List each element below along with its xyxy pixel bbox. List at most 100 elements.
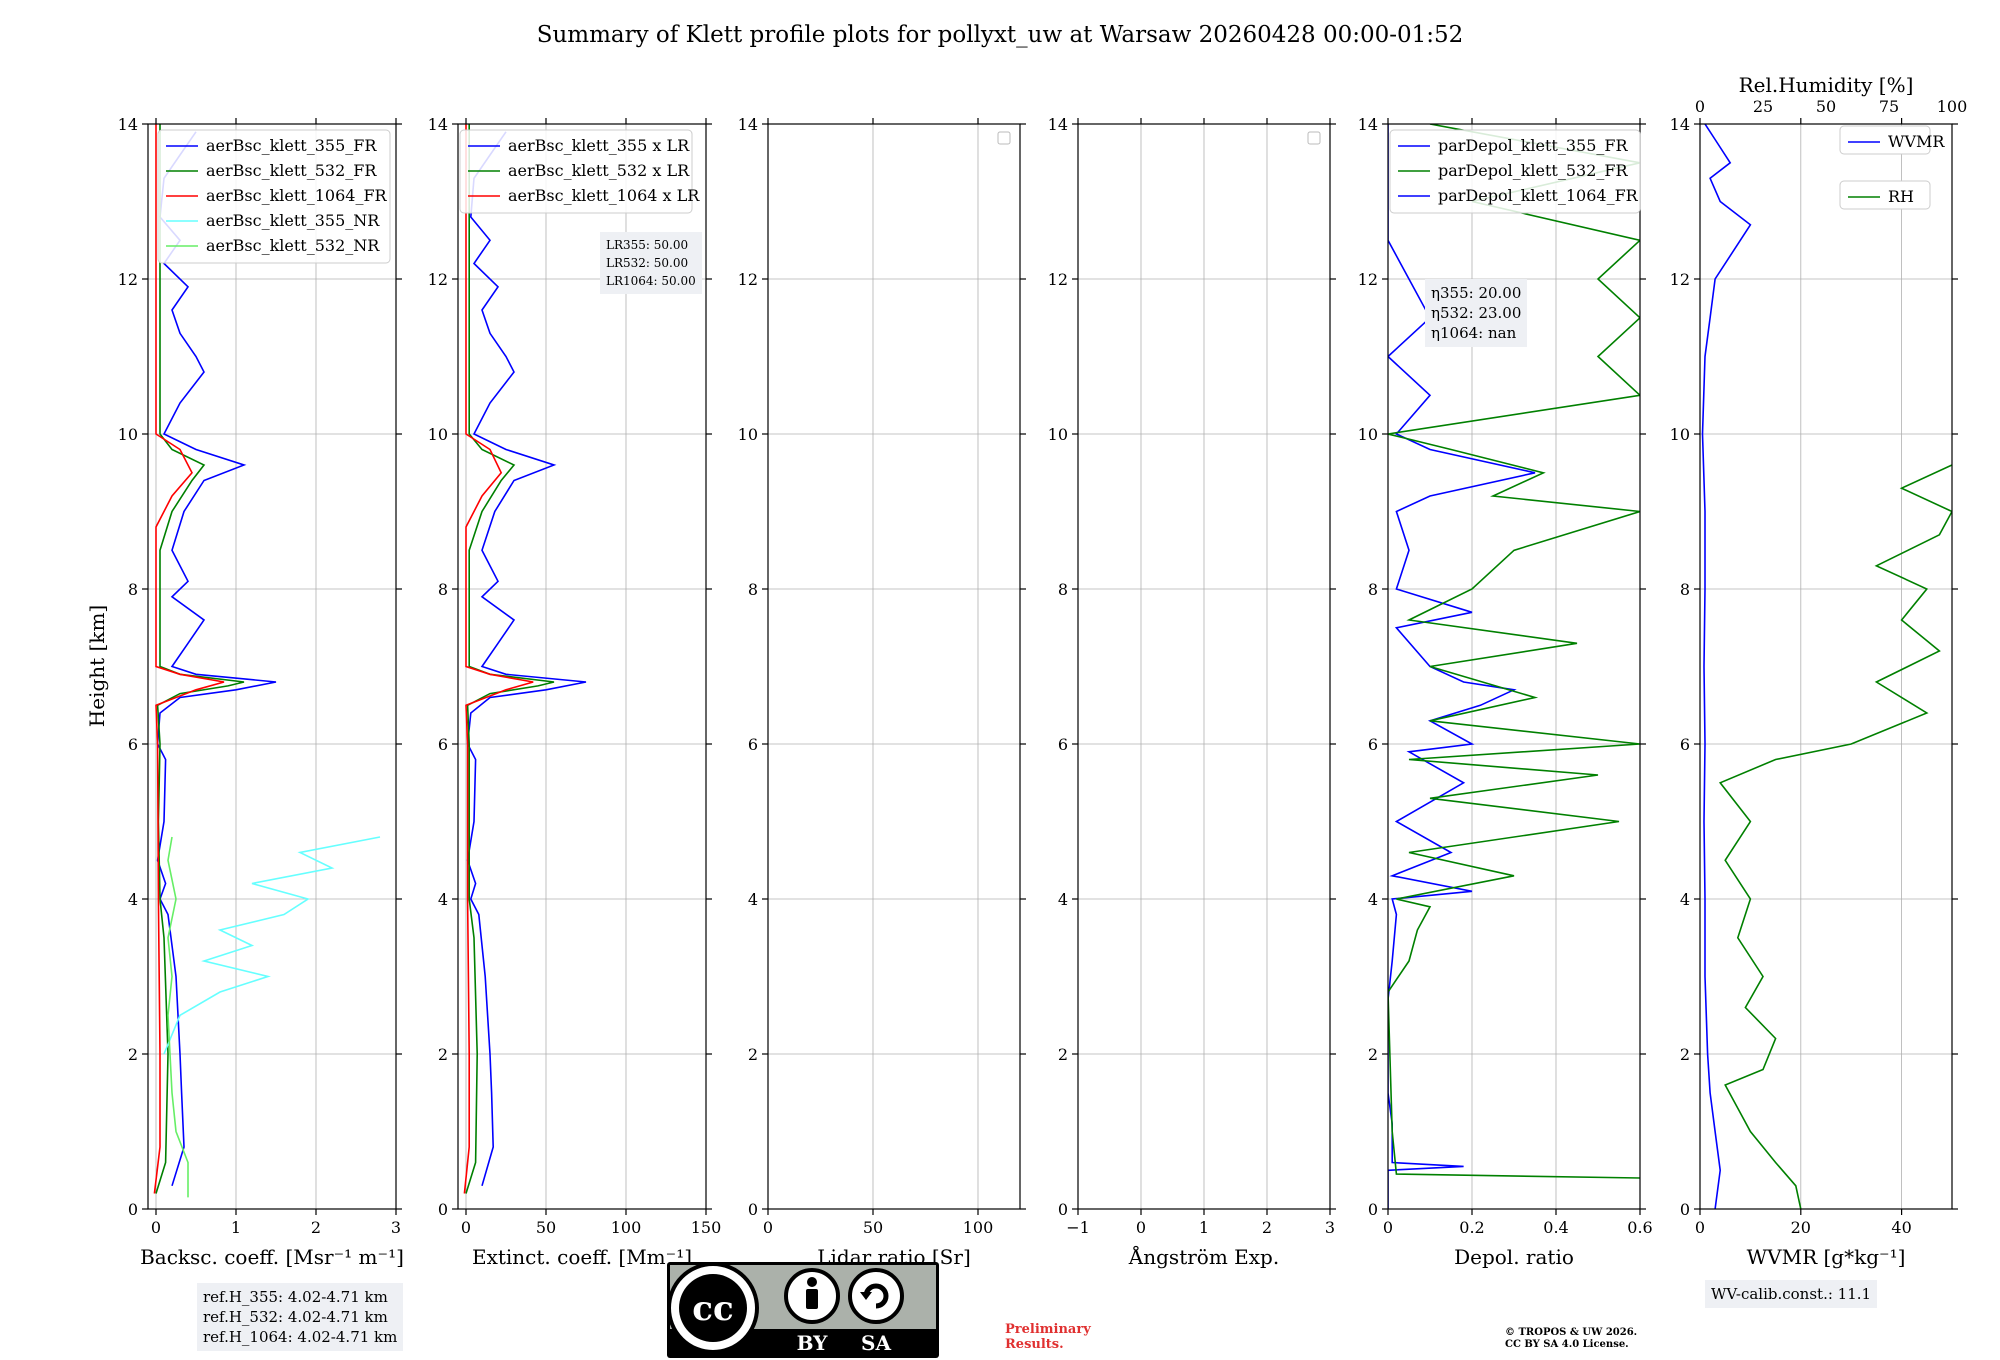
xtick-label: 1 xyxy=(231,1218,241,1237)
plot-frame xyxy=(457,123,707,1210)
xtick-label: 3 xyxy=(1325,1218,1335,1237)
ytick-label: 6 xyxy=(128,735,138,754)
refh-532: ref.H_532: 4.02-4.71 km xyxy=(203,1308,388,1326)
ytick-label: 12 xyxy=(1048,270,1068,289)
ytick-label: 6 xyxy=(1680,735,1690,754)
refh-355: ref.H_355: 4.02-4.71 km xyxy=(203,1288,388,1306)
ytick-label: 8 xyxy=(1680,580,1690,599)
eta-box: η355: 20.00 η532: 23.00 η1064: nan xyxy=(1425,279,1528,347)
legend-label: parDepol_klett_355_FR xyxy=(1438,136,1629,155)
ytick-label: 6 xyxy=(1058,735,1068,754)
plot-frame xyxy=(1699,123,1953,1210)
sa-share-alike-icon xyxy=(848,1268,904,1324)
ytick-label: 14 xyxy=(1358,115,1378,134)
xtick-label: 2 xyxy=(1262,1218,1272,1237)
lr-355: LR355: 50.00 xyxy=(606,238,689,252)
preliminary-line-2: Results. xyxy=(1005,1337,1064,1352)
ytick-label: 14 xyxy=(1048,115,1068,134)
legend-box xyxy=(1839,180,1931,210)
ytick-label: 0 xyxy=(1680,1200,1690,1219)
legend-label: parDepol_klett_532_FR xyxy=(1438,161,1629,180)
wv-calibration-box: WV-calib.const.: 11.1 xyxy=(1705,1280,1878,1308)
series-aerBsc_klett_355 x LR xyxy=(466,131,587,1187)
plot-frame xyxy=(1387,123,1641,1210)
legend-label: parDepol_klett_1064_FR xyxy=(1438,186,1639,205)
ytick-label: 0 xyxy=(128,1200,138,1219)
legend-box xyxy=(157,129,391,264)
x-axis-label: Depol. ratio xyxy=(1454,1245,1574,1269)
xtick-label: 100 xyxy=(611,1218,642,1237)
ytick-label: 12 xyxy=(118,270,138,289)
xtick-label: 150 xyxy=(691,1218,722,1237)
xtick-label: 0.6 xyxy=(1627,1218,1652,1237)
legend-label: aerBsc_klett_355 x LR xyxy=(508,136,690,155)
ytick-label: 14 xyxy=(428,115,448,134)
ytick-label: 4 xyxy=(438,890,448,909)
eta-532: η532: 23.00 xyxy=(1431,304,1522,322)
legend-box xyxy=(1389,129,1641,214)
ytick-label: 4 xyxy=(128,890,138,909)
xtick-label: 0 xyxy=(461,1218,471,1237)
preliminary-line-1: Preliminary xyxy=(1005,1322,1091,1337)
ytick-label: 8 xyxy=(128,580,138,599)
xtick-label: −1 xyxy=(1066,1218,1090,1237)
xtick-label: 3 xyxy=(391,1218,401,1237)
legend-label: aerBsc_klett_1064 x LR xyxy=(508,186,700,205)
xtick-label: 20 xyxy=(1791,1218,1811,1237)
xtick-label: 0 xyxy=(151,1218,161,1237)
ytick-label: 10 xyxy=(738,425,758,444)
ytick-label: 4 xyxy=(1058,890,1068,909)
series-aerBsc_klett_355_NR xyxy=(163,836,381,1055)
xtick-label: 100 xyxy=(963,1218,994,1237)
empty-legend-box xyxy=(1307,131,1321,145)
xtick-label: 1 xyxy=(1199,1218,1209,1237)
series-parDepol_klett_355_FR xyxy=(1388,124,1536,1209)
xtick-label: 0 xyxy=(763,1218,773,1237)
top-axis-label: Rel.Humidity [%] xyxy=(1739,73,1914,97)
x-axis-label: Extinct. coeff. [Mm⁻¹] xyxy=(472,1245,692,1269)
ytick-label: 12 xyxy=(1670,270,1690,289)
series-RH xyxy=(1718,464,1952,1209)
series-aerBsc_klett_1064 x LR xyxy=(463,124,534,1194)
xtick-label: 50 xyxy=(863,1218,883,1237)
legend-label: WVMR xyxy=(1888,132,1945,151)
lr-532: LR532: 50.00 xyxy=(606,256,689,270)
panel-wv: 0 2 4 6 8 10 12 14 0 20 40 WVMR [g*kg⁻¹] 0 25 50 75 100 R… xyxy=(1670,73,1968,1269)
y-axis-label: Height [km] xyxy=(85,605,109,727)
xtick-label: 0 xyxy=(1383,1218,1393,1237)
eta-355: η355: 20.00 xyxy=(1431,284,1522,302)
series-WVMR xyxy=(1701,124,1752,1209)
legend-label: aerBsc_klett_1064_FR xyxy=(206,186,388,205)
reference-height-box: ref.H_355: 4.02-4.71 km ref.H_532: 4.02-… xyxy=(197,1283,404,1351)
legend-label: aerBsc_klett_532_NR xyxy=(206,236,380,255)
top-tick-label: 100 xyxy=(1937,97,1968,116)
x-axis-label: Backsc. coeff. [Msr⁻¹ m⁻¹] xyxy=(140,1245,404,1269)
refh-1064: ref.H_1064: 4.02-4.71 km xyxy=(203,1328,398,1346)
ytick-label: 0 xyxy=(438,1200,448,1219)
preliminary-note: Preliminary Results. xyxy=(1005,1322,1091,1352)
empty-legend-box xyxy=(997,131,1011,145)
ytick-label: 12 xyxy=(738,270,758,289)
legend-label: RH xyxy=(1888,187,1914,206)
ytick-label: 14 xyxy=(1670,115,1690,134)
top-tick-label: 75 xyxy=(1879,97,1899,116)
series-aerBsc_klett_532 x LR xyxy=(465,124,555,1194)
xtick-label: 0 xyxy=(1695,1218,1705,1237)
ytick-label: 8 xyxy=(748,580,758,599)
ytick-label: 8 xyxy=(438,580,448,599)
legend-box xyxy=(459,129,693,214)
ytick-label: 12 xyxy=(428,270,448,289)
ytick-label: 4 xyxy=(748,890,758,909)
xtick-label: 2 xyxy=(311,1218,321,1237)
by-label: BY xyxy=(797,1331,829,1355)
series-aerBsc_klett_355_FR xyxy=(156,131,277,1187)
ytick-label: 10 xyxy=(118,425,138,444)
legend-label: aerBsc_klett_532_FR xyxy=(206,161,377,180)
copyright-line-1: © TROPOS & UW 2026. xyxy=(1505,1327,1638,1338)
ytick-label: 6 xyxy=(748,735,758,754)
ytick-label: 6 xyxy=(1368,735,1378,754)
top-tick-label: 0 xyxy=(1695,97,1705,116)
lr-1064: LR1064: 50.00 xyxy=(606,274,696,288)
